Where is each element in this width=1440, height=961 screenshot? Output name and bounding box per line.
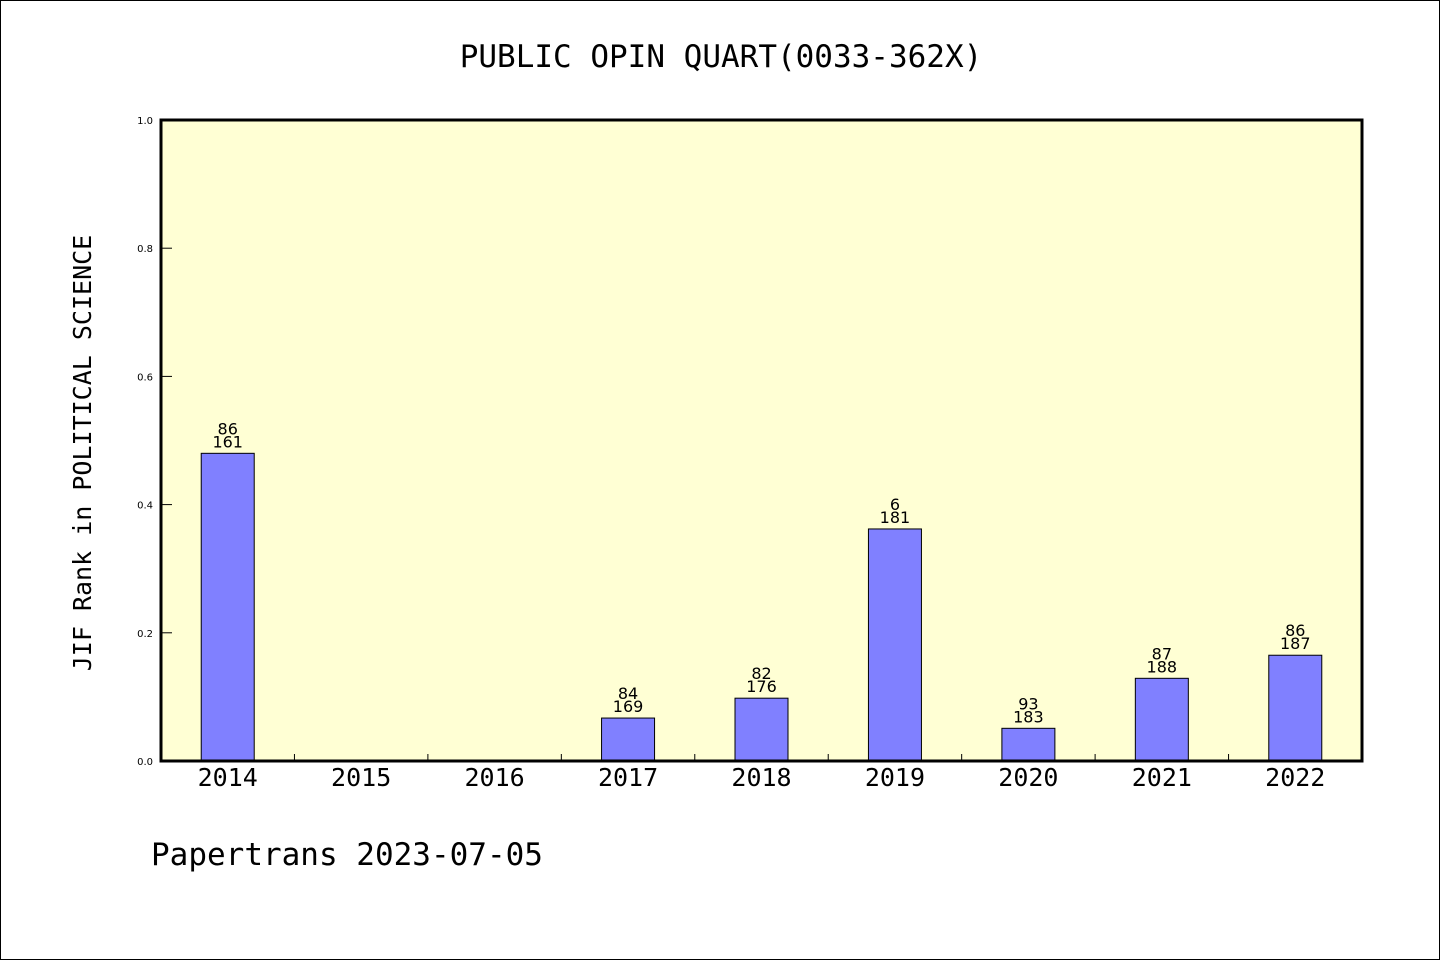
x-tick-label: 2018 bbox=[731, 763, 791, 792]
bar-2017 bbox=[601, 717, 656, 762]
bar-label-rank: 93 bbox=[1018, 694, 1038, 713]
x-tick-label: 2016 bbox=[465, 763, 525, 792]
y-tick-label: 0.4 bbox=[137, 501, 153, 512]
x-tick-label: 2020 bbox=[998, 763, 1058, 792]
y-tick-label: 0.0 bbox=[137, 757, 153, 768]
plot-border bbox=[159, 118, 1364, 763]
bar-label-total: 188 bbox=[1147, 657, 1178, 676]
y-tick-label: 0.8 bbox=[137, 244, 153, 255]
y-tick-label: 1.0 bbox=[137, 116, 153, 127]
x-tick-label: 2017 bbox=[598, 763, 658, 792]
x-tick-label: 2021 bbox=[1132, 763, 1192, 792]
bar-2014 bbox=[200, 452, 255, 762]
bar-label-total: 183 bbox=[1013, 707, 1044, 726]
bar-label-rank: 87 bbox=[1152, 644, 1172, 663]
bar-label-rank: 84 bbox=[618, 684, 638, 703]
bar-label-rank: 86 bbox=[218, 419, 238, 438]
bar-2022 bbox=[1268, 654, 1323, 762]
bar-2019 bbox=[867, 528, 922, 762]
x-tick-label: 2019 bbox=[865, 763, 925, 792]
x-axis: 2014 2015 2016 2017 2018 2019 2020 2021 2022 bbox=[198, 754, 1325, 792]
bar-2018 bbox=[734, 697, 789, 762]
bar-label-rank: 82 bbox=[751, 664, 771, 683]
y-axis-label: JIF Rank in POLITICAL SCIENCE bbox=[68, 235, 97, 672]
bar-label-rank: 86 bbox=[1285, 621, 1305, 640]
y-tick-label: 0.6 bbox=[137, 372, 153, 383]
bar-2020 bbox=[1001, 727, 1056, 762]
bar-label-total: 161 bbox=[212, 432, 243, 451]
bar-2021 bbox=[1134, 677, 1189, 762]
bar-label-total: 169 bbox=[613, 697, 644, 716]
footer-text: Papertrans 2023-07-05 bbox=[151, 837, 543, 873]
y-tick-label: 0.2 bbox=[137, 629, 153, 640]
plot-area bbox=[161, 120, 1362, 761]
bar-label-total: 181 bbox=[880, 508, 911, 527]
bar-label-rank: 6 bbox=[890, 495, 900, 514]
bar-label-total: 176 bbox=[746, 677, 777, 696]
bar-label-total: 187 bbox=[1280, 634, 1311, 653]
x-tick-label: 2022 bbox=[1265, 763, 1325, 792]
chart-title: PUBLIC OPIN QUART(0033-362X) bbox=[460, 39, 983, 75]
x-tick-label: 2014 bbox=[198, 763, 258, 792]
x-tick-label: 2015 bbox=[331, 763, 391, 792]
